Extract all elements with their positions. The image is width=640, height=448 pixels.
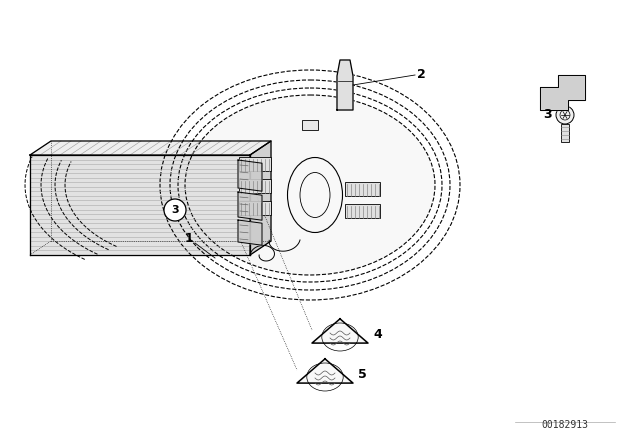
Polygon shape (297, 359, 353, 383)
Ellipse shape (185, 95, 435, 275)
Bar (239, 157, 271, 171)
Polygon shape (30, 155, 250, 255)
Text: 2: 2 (417, 69, 426, 82)
Text: 4: 4 (373, 328, 381, 341)
Text: 1: 1 (185, 232, 194, 245)
Bar (345, 204, 380, 218)
Circle shape (556, 106, 574, 124)
Polygon shape (238, 220, 262, 245)
Text: 00182913: 00182913 (541, 420, 589, 430)
Text: 5: 5 (358, 369, 367, 382)
Text: 3: 3 (543, 108, 551, 121)
Bar (239, 179, 271, 193)
Bar (345, 182, 380, 196)
Text: 3: 3 (171, 205, 179, 215)
Polygon shape (540, 75, 585, 110)
Polygon shape (30, 141, 271, 155)
Bar (302, 120, 318, 130)
Polygon shape (337, 60, 353, 110)
Bar (239, 201, 271, 215)
Polygon shape (312, 319, 368, 343)
Polygon shape (238, 160, 262, 191)
Bar (561, 124, 569, 142)
Circle shape (164, 199, 186, 221)
Polygon shape (238, 192, 262, 220)
Polygon shape (250, 141, 271, 255)
